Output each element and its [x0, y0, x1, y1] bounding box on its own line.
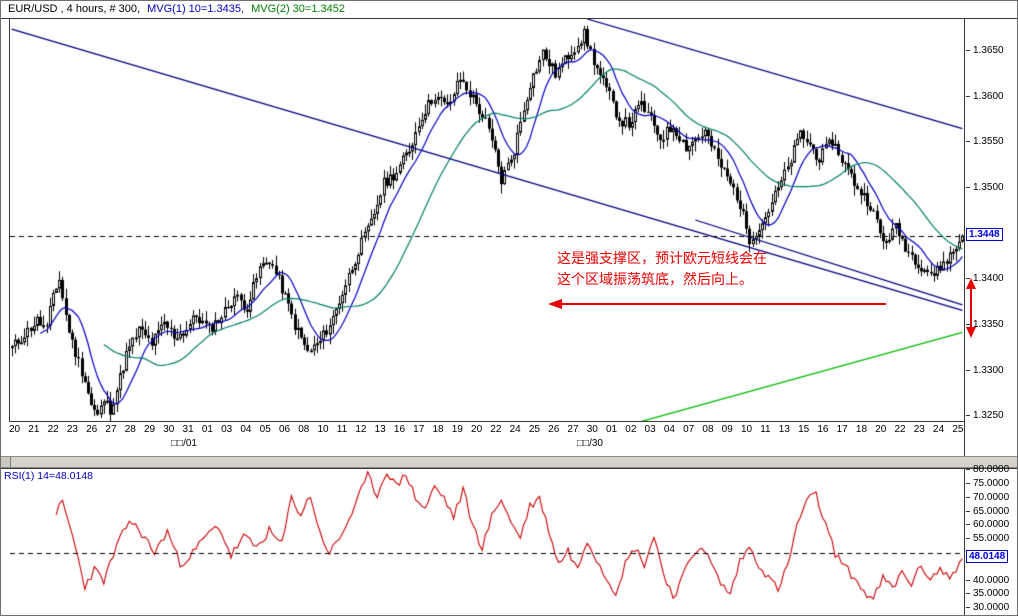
price-axis-label: 1.3350: [966, 319, 1004, 330]
x-axis-label: 09: [721, 424, 733, 435]
x-axis-label: 27: [567, 424, 579, 435]
x-axis-label: 24: [933, 424, 945, 435]
annotation-line-1: 这是强支撑区，预计欧元短线会在: [557, 250, 767, 266]
x-axis-label: 30: [163, 424, 175, 435]
price-axis-label: 1.3300: [966, 365, 1004, 376]
x-axis-label: 18: [432, 424, 444, 435]
price-axis-label: 1.3600: [966, 91, 1004, 102]
x-axis-label: 20: [471, 424, 483, 435]
x-axis-label: 27: [105, 424, 117, 435]
price-axis-separator: [964, 18, 965, 456]
x-axis-label: 03: [644, 424, 656, 435]
x-axis-label: 16: [393, 424, 406, 435]
price-panel-top-border: [1, 18, 1017, 19]
support-annotation-text: 这是强支撑区，预计欧元短线会在 这个区域振荡筑底，然后向上。: [557, 248, 767, 290]
x-axis-label: 16: [817, 424, 829, 435]
rsi-axis-label: 40.0000: [966, 575, 1009, 586]
rsi-axis-label: 35.0000: [966, 588, 1009, 599]
price-axis-label: 1.3550: [966, 136, 1004, 147]
price-axis-label: 1.3650: [966, 45, 1004, 56]
splitter-handle[interactable]: [1, 457, 11, 467]
x-axis-label: 21: [28, 424, 40, 435]
x-axis-month-label: □□/30: [577, 438, 603, 449]
x-axis-label: 08: [702, 424, 714, 435]
price-axis-label: 1.3400: [966, 273, 1004, 284]
x-axis-label: 08: [298, 424, 310, 435]
price-axis-label: 1.3500: [966, 182, 1004, 193]
x-axis-label: 26: [548, 424, 560, 435]
rsi-axis-label: 80.0000: [966, 464, 1009, 475]
rsi-panel-top-border: [1, 468, 1017, 469]
x-axis-label: 03: [221, 424, 233, 435]
x-axis-label: 05: [259, 424, 271, 435]
x-axis-label: 29: [143, 424, 156, 435]
x-axis-month-label: □□/01: [171, 438, 197, 449]
x-axis-label: 01: [605, 424, 618, 435]
x-axis-label: 28: [124, 424, 136, 435]
x-axis-label: 24: [509, 424, 521, 435]
x-axis-label: 13: [778, 424, 790, 435]
x-axis-label: 10: [740, 424, 753, 435]
x-axis-label: 06: [278, 424, 291, 435]
rsi-indicator-label: RSI(1) 14=48.0148: [4, 470, 94, 482]
support-range-arrow: [966, 278, 976, 338]
symbol-label: EUR/USD , 4 hours, # 300,: [8, 3, 141, 15]
x-axis-label: 10: [317, 424, 329, 435]
x-axis-label: 12: [355, 424, 367, 435]
x-axis-label: 19: [451, 424, 463, 435]
x-axis-label: 01: [201, 424, 213, 435]
mvg1-label: MVG(1) 10=1.3435,: [147, 3, 245, 15]
price-axis-label: 1.3250: [966, 410, 1004, 421]
x-axis-label: 11: [336, 424, 348, 435]
x-axis-label: 22: [490, 424, 502, 435]
x-axis-label: 25: [952, 424, 964, 435]
rsi-axis-label: 70.0000: [966, 492, 1009, 503]
x-axis-label: 11: [760, 424, 771, 435]
annotation-line-2: 这个区域振荡筑底，然后向上。: [557, 271, 753, 287]
x-axis-label: 25: [528, 424, 540, 435]
x-axis-label: 04: [240, 424, 252, 435]
mvg2-label: MVG(2) 30=1.3452: [251, 3, 345, 15]
chart-header: EUR/USD , 4 hours, # 300, MVG(1) 10=1.34…: [8, 3, 349, 15]
x-axis-label: 26: [86, 424, 98, 435]
x-axis-label: 15: [798, 424, 810, 435]
price-x-axis: 20 21 22 23 26 27 28 29 30 31 01 03 04 05 06 08 10 11 12 13…: [9, 424, 964, 435]
x-axis-label: 17: [413, 424, 425, 435]
x-axis-label: 18: [855, 424, 868, 435]
rsi-axis-label: 55.0000: [966, 533, 1009, 544]
x-axis-label: 22: [47, 424, 59, 435]
panel-splitter[interactable]: [1, 456, 1017, 468]
x-axis-label: 02: [625, 424, 637, 435]
price-chart-canvas[interactable]: [10, 19, 964, 421]
current-price-badge: 1.3448: [966, 227, 1003, 241]
price-y-axis: 1.3448 1.3650 1.3600 1.3550 1.3500 1.3400 1.3…: [964, 19, 1017, 421]
rsi-axis-label: 60.0000: [966, 519, 1009, 530]
rsi-axis-label: 65.0000: [966, 506, 1009, 517]
price-plot-bottom-border: [9, 421, 965, 422]
rsi-axis-label: 30.0000: [966, 602, 1009, 613]
x-axis-label: 13: [374, 424, 386, 435]
x-axis-label: 30: [586, 424, 598, 435]
x-axis-label: 23: [66, 424, 78, 435]
support-left-arrow: [548, 299, 886, 309]
x-axis-label: 20: [9, 424, 21, 435]
rsi-axis-separator: [964, 468, 965, 615]
rsi-y-axis: 48.0148 80.0000 75.0000 70.0000 65.0000 60.0…: [964, 464, 1017, 615]
x-axis-label: 20: [875, 424, 887, 435]
x-axis-label: 23: [913, 424, 925, 435]
current-rsi-badge: 48.0148: [966, 550, 1009, 564]
price-plot-left-border: [9, 18, 10, 422]
x-axis-label: 22: [894, 424, 906, 435]
x-axis-label: 17: [836, 424, 848, 435]
x-axis-label: 31: [182, 424, 194, 435]
rsi-chart-canvas[interactable]: [10, 469, 964, 615]
x-axis-label: 07: [683, 424, 695, 435]
x-axis-label: 04: [663, 424, 675, 435]
rsi-axis-label: 75.0000: [966, 478, 1009, 489]
